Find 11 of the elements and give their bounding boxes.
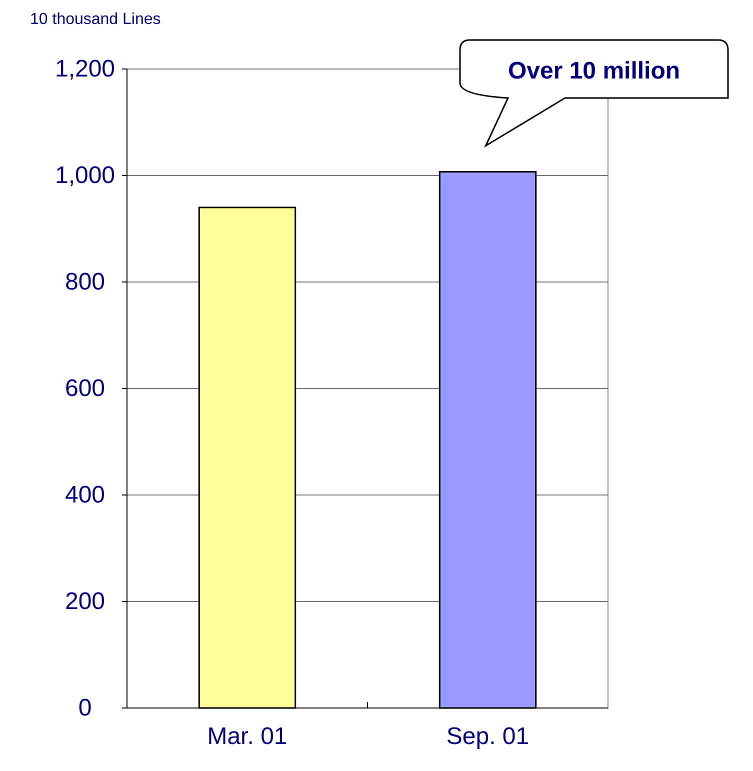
y-tick-label: 400 — [64, 482, 106, 508]
y-axis-title: 10 thousand Lines — [30, 11, 161, 28]
y-tick-label: 800 — [64, 268, 106, 296]
y-tick-label: 200 — [64, 588, 106, 615]
y-tick-label: 1,000 — [54, 162, 116, 189]
y-tick-label: 600 — [64, 375, 106, 402]
x-tick-label: Sep. 01 — [446, 723, 530, 750]
annotation: Over 10 million — [508, 58, 680, 84]
x-tick-label: Mar. 01 — [207, 723, 288, 750]
y-tick-label: 1,200 — [54, 56, 116, 82]
y-tick-label: 0 — [78, 694, 92, 722]
